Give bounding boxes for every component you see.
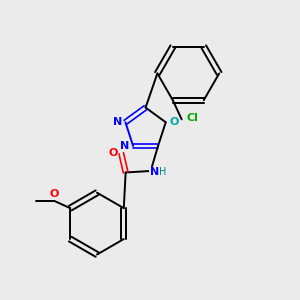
Text: Cl: Cl — [186, 113, 198, 123]
Text: O: O — [49, 189, 59, 199]
Text: O: O — [108, 148, 118, 158]
Text: N: N — [120, 141, 130, 151]
Text: H: H — [159, 167, 167, 178]
Text: O: O — [169, 117, 179, 127]
Text: N: N — [150, 167, 159, 178]
Text: N: N — [112, 117, 122, 127]
